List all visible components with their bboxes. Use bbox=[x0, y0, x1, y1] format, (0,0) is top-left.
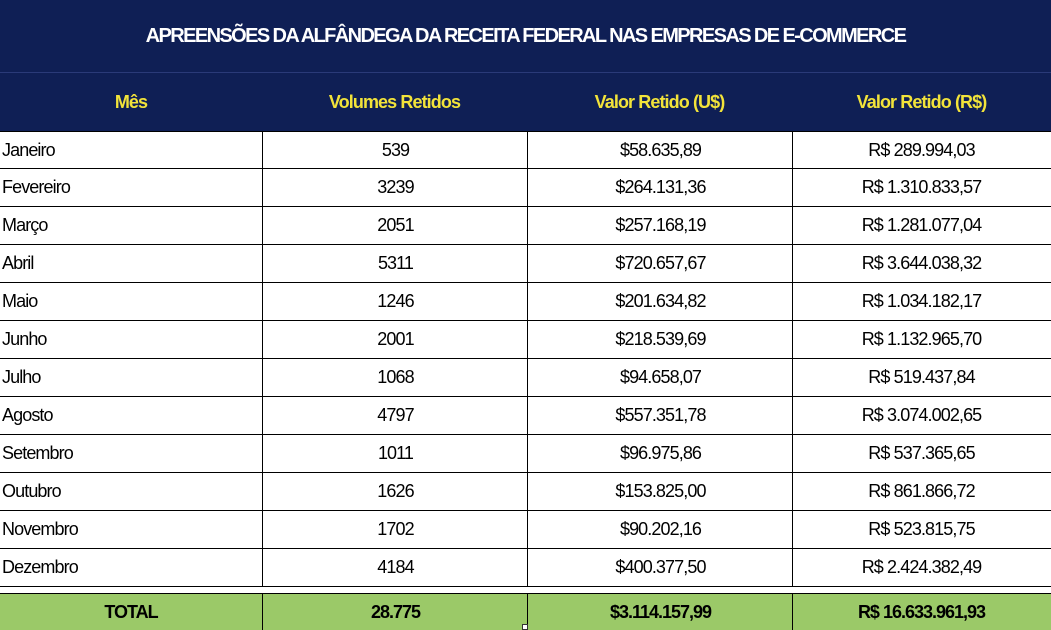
cell-valor-usd[interactable]: $400.377,50 bbox=[527, 549, 793, 586]
cell-valor-usd[interactable]: $264.131,36 bbox=[527, 169, 793, 206]
cell-mes[interactable]: Janeiro bbox=[2, 140, 56, 160]
table-row: Abril 5311 $720.657,67 R$ 3.644.038,32 bbox=[0, 245, 1051, 283]
table-title: APREENSÕES DA ALFÂNDEGA DA RECEITA FEDER… bbox=[145, 24, 907, 47]
cell-valor-brl[interactable]: R$ 1.034.182,17 bbox=[792, 283, 1050, 320]
cell-valor-usd[interactable]: $218.539,69 bbox=[527, 321, 793, 358]
header-mes[interactable]: Mês bbox=[114, 91, 148, 112]
cell-mes[interactable]: Setembro bbox=[2, 443, 74, 463]
cell-valor-brl[interactable]: R$ 3.644.038,32 bbox=[792, 245, 1050, 282]
cell-mes[interactable]: Junho bbox=[2, 329, 47, 349]
cell-volumes[interactable]: 1626 bbox=[262, 473, 528, 510]
table-row: Junho 2001 $218.539,69 R$ 1.132.965,70 bbox=[0, 321, 1051, 359]
total-brl[interactable]: R$ 16.633.961,93 bbox=[792, 594, 1050, 630]
cell-mes[interactable]: Dezembro bbox=[2, 557, 79, 577]
resize-handle[interactable] bbox=[522, 624, 528, 630]
table-row: Maio 1246 $201.634,82 R$ 1.034.182,17 bbox=[0, 283, 1051, 321]
cell-valor-brl[interactable]: R$ 3.074.002,65 bbox=[792, 397, 1050, 434]
cell-valor-usd[interactable]: $720.657,67 bbox=[527, 245, 793, 282]
cell-valor-usd[interactable]: $201.634,82 bbox=[527, 283, 793, 320]
cell-volumes[interactable]: 1068 bbox=[262, 359, 528, 396]
cell-valor-brl[interactable]: R$ 1.281.077,04 bbox=[792, 207, 1050, 244]
table-body: Janeiro 539 $58.635,89 R$ 289.994,03 Feverei… bbox=[0, 131, 1051, 587]
cell-volumes[interactable]: 1011 bbox=[262, 435, 528, 472]
cell-volumes[interactable]: 4797 bbox=[262, 397, 528, 434]
cell-mes[interactable]: Fevereiro bbox=[2, 177, 71, 197]
cell-valor-brl[interactable]: R$ 537.365,65 bbox=[792, 435, 1050, 472]
table-row: Fevereiro 3239 $264.131,36 R$ 1.310.833,57 bbox=[0, 169, 1051, 207]
header-valor-usd[interactable]: Valor Retido (U$) bbox=[594, 91, 726, 112]
cell-mes[interactable]: Abril bbox=[2, 253, 34, 273]
table-row: Agosto 4797 $557.351,78 R$ 3.074.002,65 bbox=[0, 397, 1051, 435]
cell-valor-usd[interactable]: $153.825,00 bbox=[527, 473, 793, 510]
cell-volumes[interactable]: 2051 bbox=[262, 207, 528, 244]
total-volumes[interactable]: 28.775 bbox=[262, 594, 528, 630]
table-row: Março 2051 $257.168,19 R$ 1.281.077,04 bbox=[0, 207, 1051, 245]
cell-valor-usd[interactable]: $557.351,78 bbox=[527, 397, 793, 434]
cell-volumes[interactable]: 2001 bbox=[262, 321, 528, 358]
table-row: Julho 1068 $94.658,07 R$ 519.437,84 bbox=[0, 359, 1051, 397]
cell-valor-brl[interactable]: R$ 1.132.965,70 bbox=[792, 321, 1050, 358]
cell-mes[interactable]: Julho bbox=[2, 367, 41, 387]
total-label[interactable]: TOTAL bbox=[104, 601, 158, 622]
cell-volumes[interactable]: 1246 bbox=[262, 283, 528, 320]
cell-valor-brl[interactable]: R$ 289.994,03 bbox=[792, 132, 1050, 169]
cell-valor-brl[interactable]: R$ 861.866,72 bbox=[792, 473, 1050, 510]
table-row: Janeiro 539 $58.635,89 R$ 289.994,03 bbox=[0, 131, 1051, 169]
cell-valor-usd[interactable]: $90.202,16 bbox=[527, 511, 793, 548]
table-row: Novembro 1702 $90.202,16 R$ 523.815,75 bbox=[0, 511, 1051, 549]
cell-valor-brl[interactable]: R$ 2.424.382,49 bbox=[792, 549, 1050, 586]
header-valor-brl[interactable]: Valor Retido (R$) bbox=[856, 91, 988, 112]
cell-mes[interactable]: Outubro bbox=[2, 481, 62, 501]
cell-mes[interactable]: Março bbox=[2, 215, 48, 235]
table-row: Dezembro 4184 $400.377,50 R$ 2.424.382,49 bbox=[0, 549, 1051, 587]
cell-valor-usd[interactable]: $96.975,86 bbox=[527, 435, 793, 472]
cell-mes[interactable]: Agosto bbox=[2, 405, 54, 425]
cell-valor-brl[interactable]: R$ 523.815,75 bbox=[792, 511, 1050, 548]
cell-volumes[interactable]: 4184 bbox=[262, 549, 528, 586]
cell-volumes[interactable]: 5311 bbox=[262, 245, 528, 282]
header-volumes[interactable]: Volumes Retidos bbox=[328, 91, 461, 112]
cell-valor-usd[interactable]: $94.658,07 bbox=[527, 359, 793, 396]
table-row: Setembro 1011 $96.975,86 R$ 537.365,65 bbox=[0, 435, 1051, 473]
cell-valor-usd[interactable]: $257.168,19 bbox=[527, 207, 793, 244]
cell-mes[interactable]: Maio bbox=[2, 291, 38, 311]
cell-valor-brl[interactable]: R$ 519.437,84 bbox=[792, 359, 1050, 396]
cell-valor-brl[interactable]: R$ 1.310.833,57 bbox=[792, 169, 1050, 206]
cell-mes[interactable]: Novembro bbox=[2, 519, 79, 539]
total-row: TOTAL 28.775 $3.114.157,99 R$ 16.633.961… bbox=[0, 593, 1051, 630]
cell-volumes[interactable]: 1702 bbox=[262, 511, 528, 548]
table-row: Outubro 1626 $153.825,00 R$ 861.866,72 bbox=[0, 473, 1051, 511]
cell-valor-usd[interactable]: $58.635,89 bbox=[527, 132, 793, 169]
total-usd[interactable]: $3.114.157,99 bbox=[527, 594, 793, 630]
header-row: Mês Volumes Retidos Valor Retido (U$) Va… bbox=[0, 72, 1051, 131]
cell-volumes[interactable]: 3239 bbox=[262, 169, 528, 206]
cell-volumes[interactable]: 539 bbox=[262, 132, 528, 169]
title-band: APREENSÕES DA ALFÂNDEGA DA RECEITA FEDER… bbox=[0, 0, 1051, 72]
